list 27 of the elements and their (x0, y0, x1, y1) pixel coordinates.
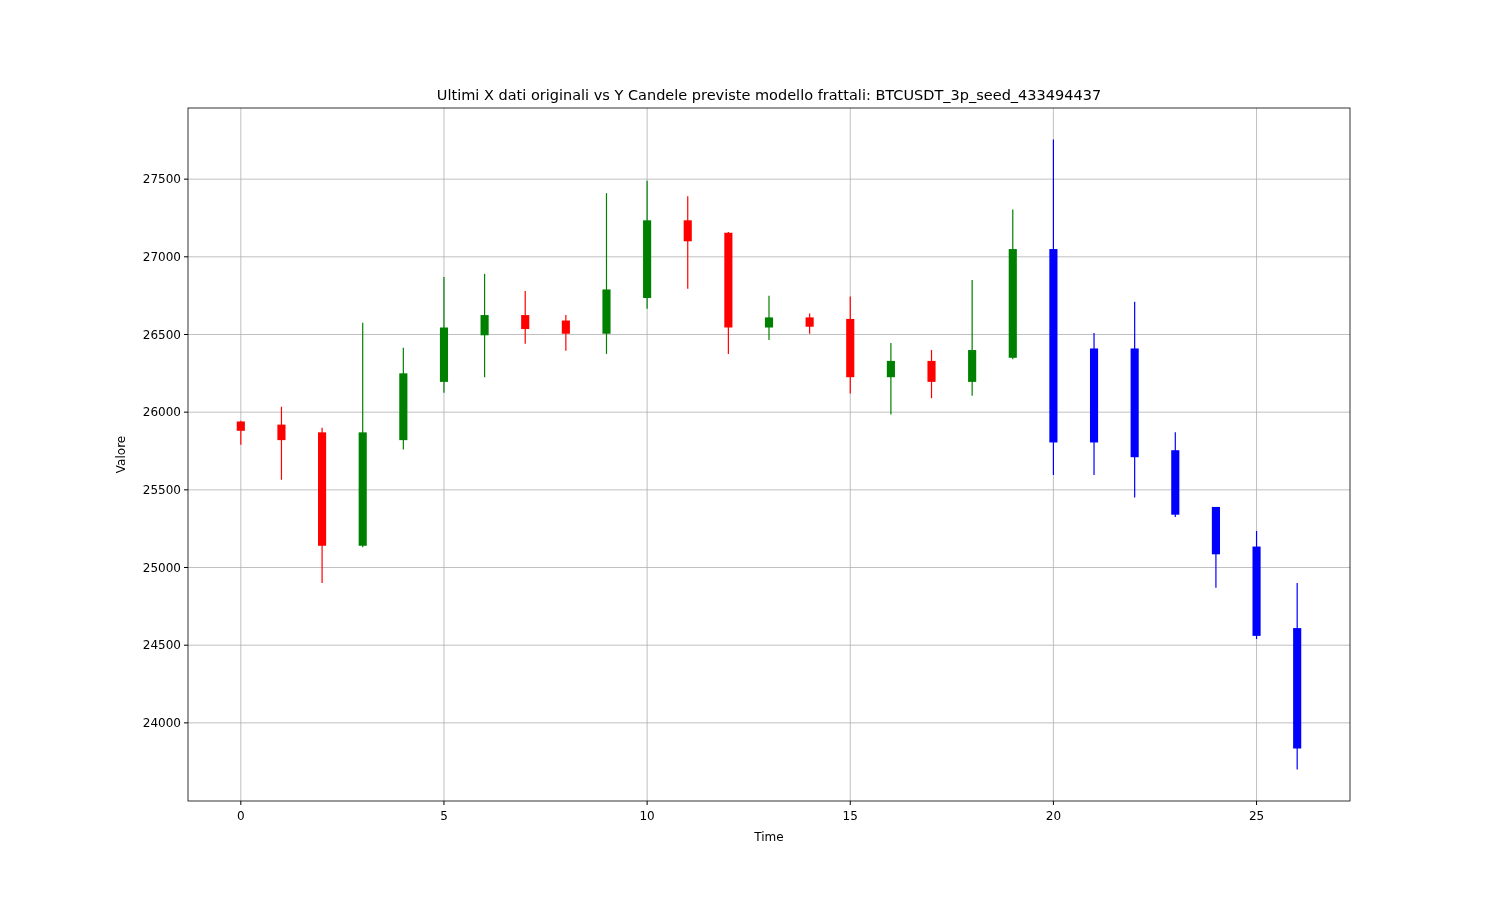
candlestick (521, 290, 530, 345)
candlestick (480, 273, 489, 378)
candlestick (927, 349, 936, 399)
candlestick (561, 314, 570, 352)
candlestick (805, 312, 814, 335)
candlestick (764, 295, 774, 341)
candlestick (236, 420, 245, 446)
y-tick-label: 24500 (142, 638, 181, 653)
chart-title: Ultimi X dati originali vs Y Candele previste modello frattali: BTCUSDT_3p_seed_433494437 (436, 87, 1102, 103)
candlestick (683, 195, 692, 290)
y-tick-label: 27500 (142, 172, 181, 187)
candlestick (277, 406, 286, 481)
y-tick-label: 27000 (142, 250, 181, 265)
x-axis-title: Time (753, 830, 784, 844)
x-tick-label: 5 (440, 809, 448, 823)
y-tick-label: 26500 (142, 327, 181, 342)
y-tick-label: 24000 (142, 716, 181, 731)
y-tick-label: 25500 (142, 483, 181, 498)
y-axis-title: Valore (114, 435, 128, 474)
candlestick (886, 342, 895, 416)
x-tick-label: 0 (237, 809, 245, 823)
y-tick-label: 25000 (142, 560, 181, 575)
x-tick-label: 15 (842, 809, 858, 823)
x-tick-label: 25 (1248, 809, 1265, 823)
y-tick-label: 26000 (142, 405, 181, 420)
x-tick-label: 20 (1045, 809, 1062, 823)
x-tick-label: 10 (639, 809, 655, 823)
